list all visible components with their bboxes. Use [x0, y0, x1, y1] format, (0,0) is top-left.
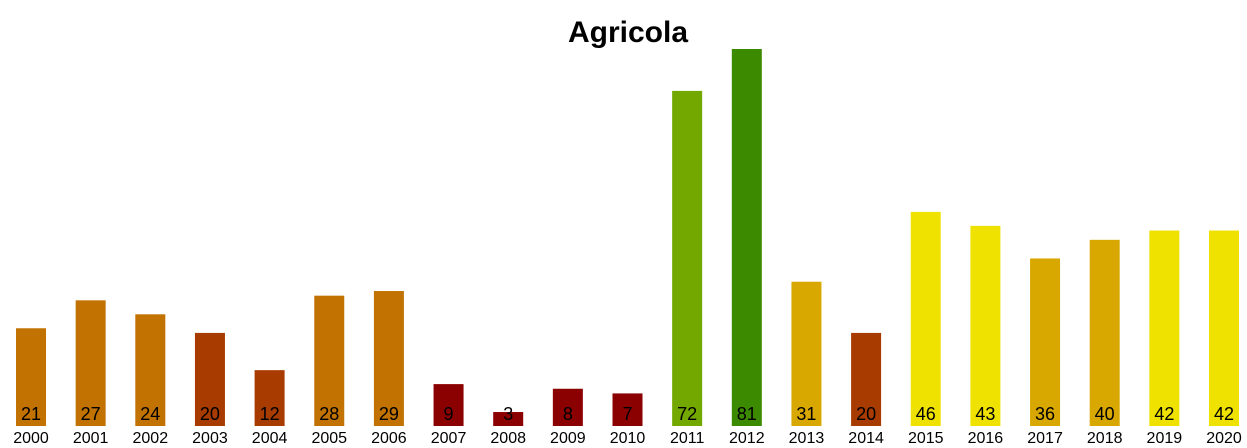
chart-title: Agricola [568, 16, 688, 49]
value-label: 40 [1095, 404, 1115, 424]
value-label: 29 [379, 404, 399, 424]
x-tick-label: 2018 [1087, 430, 1123, 447]
value-label: 81 [737, 404, 757, 424]
x-tick-label: 2007 [431, 430, 467, 447]
bar [194, 332, 225, 426]
x-tick-label: 2014 [848, 430, 884, 447]
x-tick-label: 2008 [490, 430, 526, 447]
value-label: 27 [81, 404, 101, 424]
x-tick-label: 2001 [73, 430, 109, 447]
bar [135, 314, 166, 426]
x-tick-label: 2000 [13, 430, 49, 447]
bar [672, 90, 703, 426]
value-label: 21 [21, 404, 41, 424]
x-tick-label: 2011 [670, 430, 705, 447]
bar [970, 225, 1001, 426]
x-tick-label: 2013 [789, 430, 825, 447]
bar [75, 300, 106, 426]
x-tick-label: 2020 [1206, 430, 1242, 447]
bar [910, 211, 941, 426]
value-label: 31 [796, 404, 816, 424]
value-label: 3 [503, 404, 513, 424]
x-tick-label: 2005 [311, 430, 347, 447]
value-label: 46 [916, 404, 936, 424]
x-tick-label: 2003 [192, 430, 228, 447]
x-tick-label: 2002 [133, 430, 169, 447]
x-tick-label: 2010 [610, 430, 646, 447]
bar [16, 328, 46, 426]
value-label: 28 [319, 404, 339, 424]
x-tick-label: 2017 [1027, 430, 1063, 447]
bar [731, 49, 762, 426]
bar [1209, 230, 1239, 426]
value-label: 42 [1214, 404, 1234, 424]
x-tick-label: 2004 [252, 430, 288, 447]
bar [612, 393, 643, 426]
bar [254, 370, 285, 426]
x-tick-label: 2009 [550, 430, 586, 447]
bar [791, 281, 822, 426]
value-label: 20 [856, 404, 876, 424]
bar [1030, 258, 1061, 426]
x-tick-label: 2015 [908, 430, 944, 447]
bar [552, 388, 583, 426]
value-label: 20 [200, 404, 220, 424]
bar [1149, 230, 1180, 426]
value-label: 36 [1035, 404, 1055, 424]
bar [314, 295, 345, 426]
value-label: 42 [1154, 404, 1174, 424]
value-label: 7 [622, 404, 632, 424]
x-tick-label: 2006 [371, 430, 407, 447]
value-label: 24 [140, 404, 160, 424]
x-tick-label: 2016 [968, 430, 1004, 447]
value-label: 43 [975, 404, 995, 424]
bar [433, 384, 464, 426]
value-label: 9 [444, 404, 454, 424]
value-label: 12 [260, 404, 280, 424]
bar [851, 332, 882, 426]
bar [493, 412, 524, 426]
x-tick-label: 2019 [1147, 430, 1183, 447]
bar [373, 291, 404, 426]
value-label: 72 [677, 404, 697, 424]
value-label: 8 [563, 404, 573, 424]
bar [1089, 239, 1120, 426]
x-tick-label: 2012 [729, 430, 765, 447]
